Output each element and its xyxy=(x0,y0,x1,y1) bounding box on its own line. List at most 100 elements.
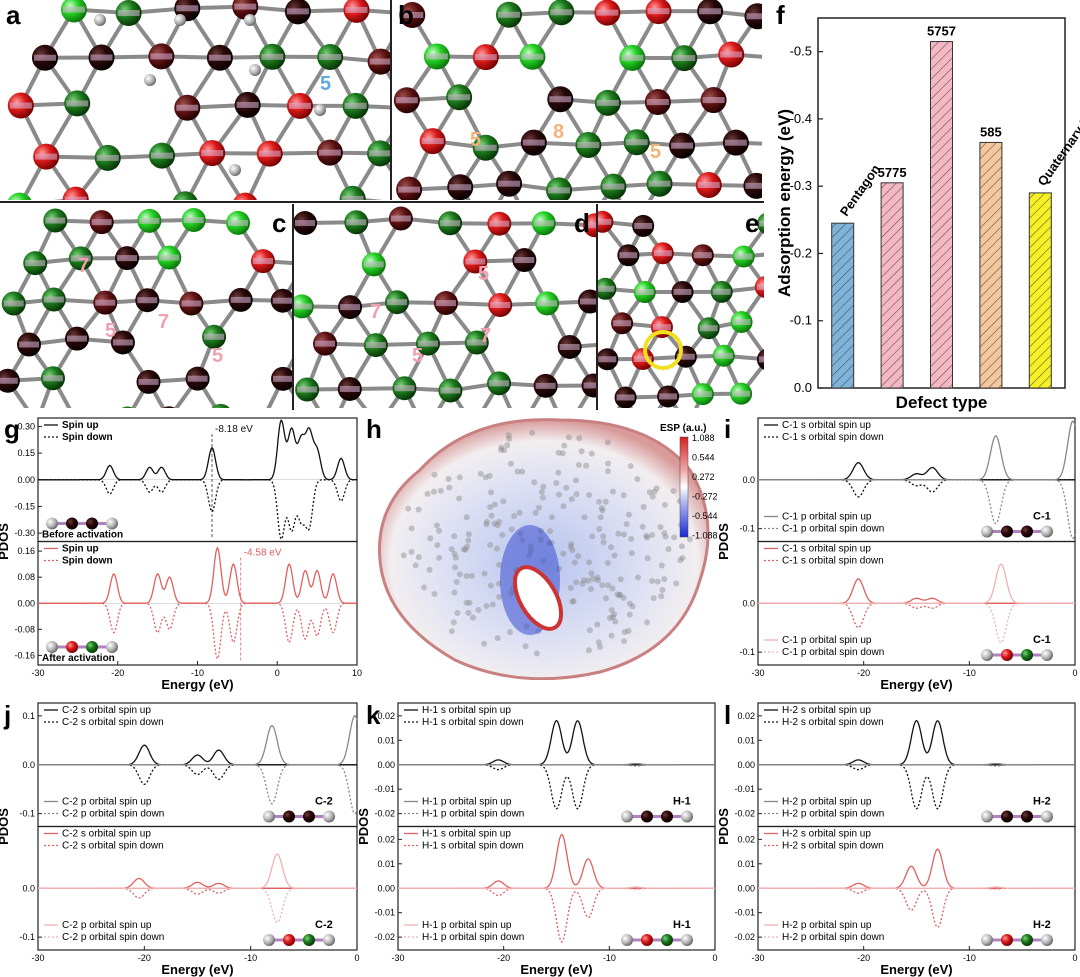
atom-label: C-2 xyxy=(315,796,333,808)
graphene-atom xyxy=(415,554,422,561)
colorbar-tick-label: -1.088 xyxy=(692,531,718,541)
graphene-atom xyxy=(451,589,458,596)
graphene-atom xyxy=(580,577,587,584)
y-tick-label: 0.15 xyxy=(17,448,35,458)
charge-label xyxy=(319,53,342,60)
graphene-atom xyxy=(555,449,562,456)
charge-label xyxy=(550,9,573,16)
series-line xyxy=(758,479,1076,540)
chain-atom xyxy=(283,934,295,946)
graphene-atom xyxy=(538,488,545,495)
graphene-atom xyxy=(501,447,508,454)
series-line xyxy=(758,479,1075,498)
y-tick-label: 0.0 xyxy=(742,475,755,485)
charge-label xyxy=(699,8,722,15)
y-tick-label: 0.01 xyxy=(377,859,395,869)
y-tick-label: 0.01 xyxy=(377,735,395,745)
series-line xyxy=(758,764,1075,767)
chain-atom xyxy=(1001,810,1013,823)
graphene-atom xyxy=(677,557,684,564)
graphene-atom xyxy=(588,570,595,577)
charge-label xyxy=(159,254,180,261)
x-tick-label: -20 xyxy=(111,668,124,678)
chart-pdos-k: 0.02 0.01 0.00 -0.01 -0.02 H-1 s orbital spin… xyxy=(356,702,718,977)
graphene-atom xyxy=(625,627,632,634)
graphene-atom xyxy=(621,629,628,636)
charge-label xyxy=(673,288,692,295)
legend-label: H-2 p orbital spin down xyxy=(782,809,884,820)
chain-atom xyxy=(641,810,653,823)
chain-atom xyxy=(681,934,693,946)
y-tick-label: 0.00 xyxy=(377,883,395,893)
legend-label: C-1 s orbital spin up xyxy=(782,544,871,555)
charge-label xyxy=(598,218,612,225)
x-axis-label: Energy (eV) xyxy=(161,962,233,977)
y-tick-label: -0.02 xyxy=(374,932,395,942)
charge-label xyxy=(258,150,281,157)
x-tick-label: -10 xyxy=(603,953,616,963)
y-axis-label: PDOS xyxy=(716,808,731,845)
y-tick-label: 0.30 xyxy=(17,421,35,431)
graphene-atom xyxy=(661,576,668,583)
chain-atom xyxy=(1021,934,1033,946)
y-tick-label: 0.01 xyxy=(737,735,755,745)
charge-label xyxy=(150,152,173,159)
graphene-atom xyxy=(448,628,455,635)
x-tick-label: -30 xyxy=(31,668,44,678)
chain-atom xyxy=(681,810,693,823)
graphene-atom xyxy=(487,582,494,589)
graphene-atom xyxy=(408,548,415,555)
charge-label xyxy=(559,343,580,350)
panel-letter-a: a xyxy=(6,0,21,30)
graphene-atom xyxy=(430,488,437,495)
chain-atom xyxy=(46,517,58,530)
hydrogen-atom xyxy=(144,74,156,86)
chain-atom xyxy=(621,934,633,946)
bar-label: Quaternary N xyxy=(1034,113,1080,189)
series-line xyxy=(38,764,357,785)
graphene-atom xyxy=(427,535,434,542)
charge-label xyxy=(702,97,725,104)
charge-label xyxy=(693,252,712,259)
graphene-atom xyxy=(519,468,526,475)
graphene-atom xyxy=(597,514,604,521)
graphene-atom xyxy=(654,578,661,585)
chart-pdos-l: 0.02 0.01 0.00 -0.01 -0.02 H-2 s orbital spin… xyxy=(716,702,1078,977)
charge-label xyxy=(117,10,140,17)
x-tick-label: 10 xyxy=(352,668,362,678)
graphene-atom xyxy=(602,498,609,505)
graphene-atom xyxy=(491,520,498,527)
series-line xyxy=(758,602,1075,629)
charge-label xyxy=(758,356,764,363)
graphene-atom xyxy=(463,599,470,606)
graphene-atom xyxy=(600,533,607,540)
charge-label xyxy=(676,353,695,360)
graphene-atom xyxy=(496,561,503,568)
graphene-atom xyxy=(585,647,592,654)
y-tick-label: -0.01 xyxy=(374,908,395,918)
panel-letter-k: k xyxy=(366,700,381,730)
graphene-atom xyxy=(644,555,651,562)
atom-label: H-1 xyxy=(673,796,691,808)
charge-label xyxy=(150,53,173,60)
panel-letter-j: j xyxy=(3,700,11,730)
charge-label xyxy=(401,12,424,19)
graphene-atom xyxy=(487,504,494,511)
graphene-atom xyxy=(462,546,469,553)
graphene-atom xyxy=(496,593,503,600)
legend-label: H-1 p orbital spin down xyxy=(422,809,524,820)
charge-label xyxy=(176,104,199,111)
y-tick-label: 0.1 xyxy=(22,711,35,721)
legend-label: H-1 s orbital spin up xyxy=(422,705,511,716)
charge-label xyxy=(315,340,336,347)
graphene-atom xyxy=(450,619,457,626)
panel-letters: a b c d e f g h i j k l xyxy=(3,0,785,730)
graphene-atom xyxy=(579,580,586,587)
hydrogen-atom xyxy=(314,104,326,116)
charge-label xyxy=(295,220,316,227)
legend-label: H-1 s orbital spin down xyxy=(422,841,524,852)
graphene-atom xyxy=(606,615,613,622)
bar-hatch xyxy=(1029,192,1052,388)
charge-label xyxy=(621,54,644,61)
chain-atom xyxy=(86,641,98,653)
